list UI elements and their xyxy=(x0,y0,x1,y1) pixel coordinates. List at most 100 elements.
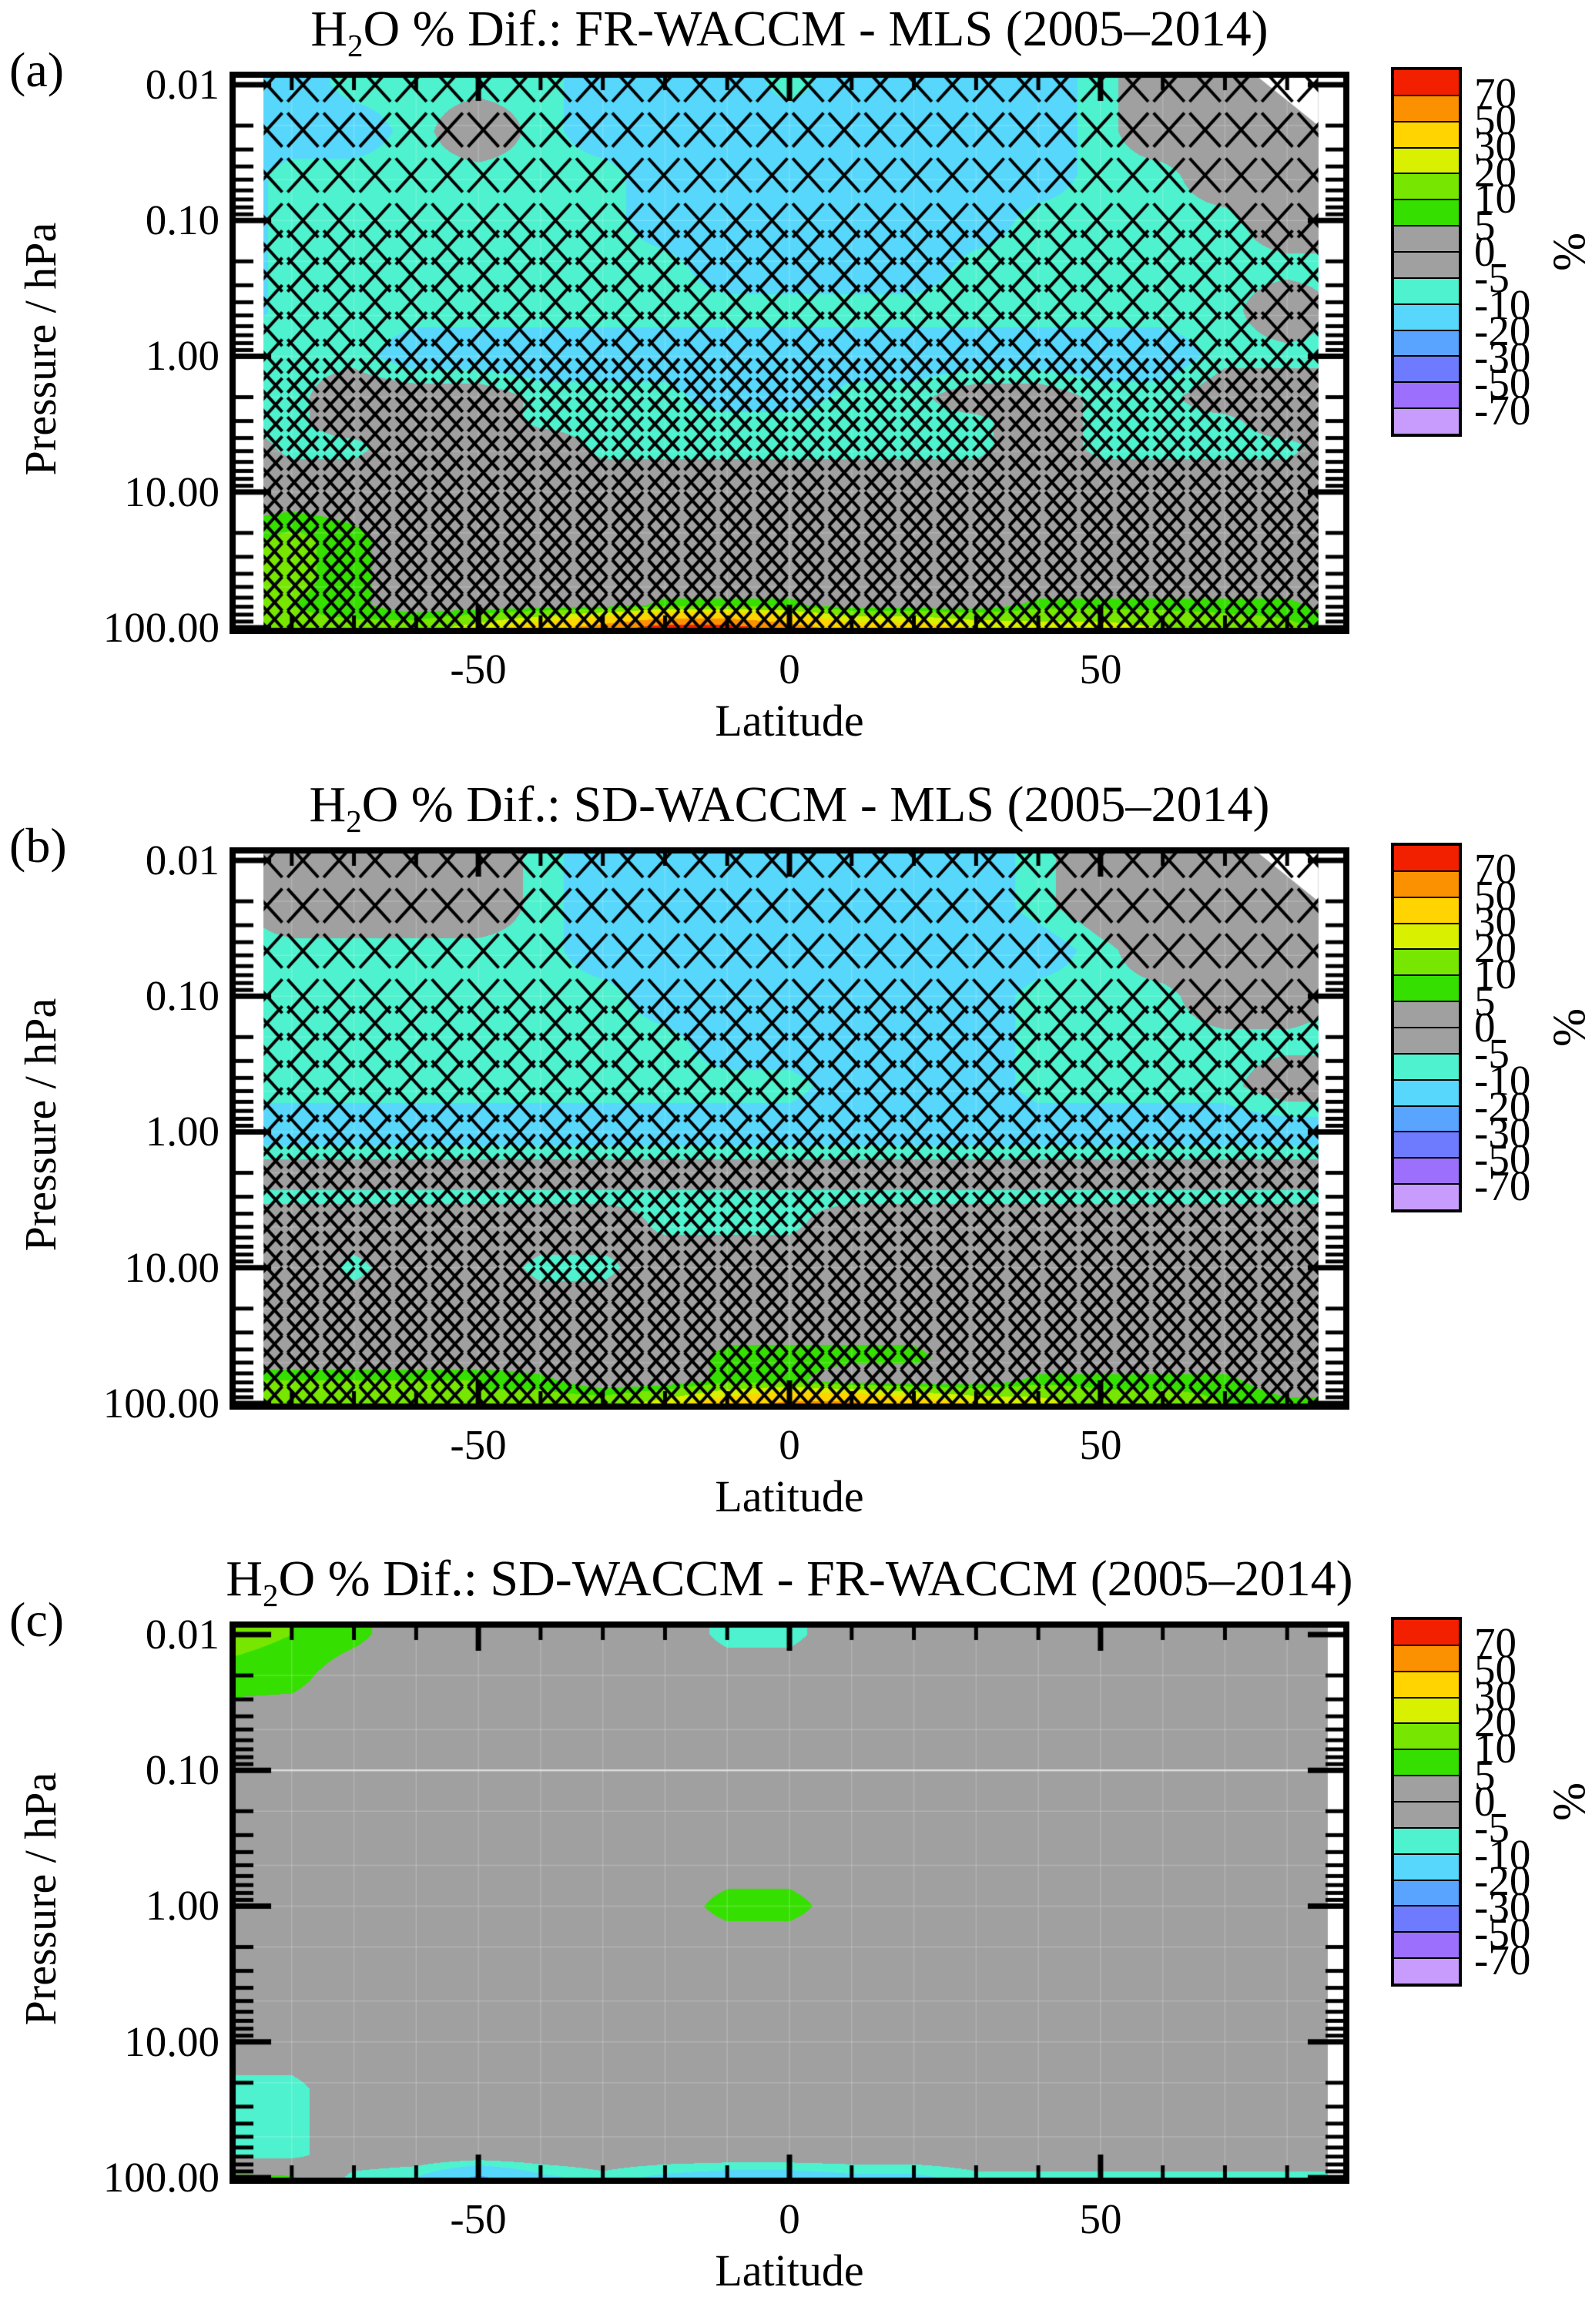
colorbar-swatch xyxy=(1394,1749,1459,1776)
title-h: H xyxy=(226,1551,263,1607)
colorbar-tick-label: 10 xyxy=(1474,1725,1517,1772)
panel-b-letter: (b) xyxy=(9,818,67,873)
title-subscript: 2 xyxy=(347,29,364,64)
colorbar-swatch xyxy=(1394,355,1459,382)
y-tick-label: 100.00 xyxy=(102,604,220,651)
colorbar-swatch xyxy=(1394,329,1459,356)
title-subscript: 2 xyxy=(346,804,362,840)
colorbar-tick-label: 10 xyxy=(1474,951,1517,998)
panel-c: H2O % Dif.: SD-WACCM - FR-WACCM (2005–20… xyxy=(0,1550,1592,2324)
y-axis-label: Pressure / hPa xyxy=(15,222,65,476)
y-tick-label: 10.00 xyxy=(124,1244,220,1291)
colorbar xyxy=(1391,1617,1462,1987)
colorbar-tick-label: 30 xyxy=(1474,1672,1517,1719)
colorbar-tick-label: 10 xyxy=(1474,175,1517,223)
colorbar-tick-label: -20 xyxy=(1474,1856,1531,1904)
colorbar-swatch xyxy=(1394,1957,1459,1984)
colorbar-swatch xyxy=(1394,70,1459,95)
colorbar-tick-label: 70 xyxy=(1474,845,1517,893)
x-tick-label: 0 xyxy=(779,646,800,693)
colorbar-tick-label: -20 xyxy=(1474,307,1531,354)
colorbar-swatch xyxy=(1394,1105,1459,1132)
x-tick-label: 0 xyxy=(779,2195,800,2242)
contour-plot-canvas-a xyxy=(230,72,1349,634)
colorbar-tick-label: 5 xyxy=(1474,201,1496,249)
title-rest: O % Dif.: FR-WACCM - MLS (2005–2014) xyxy=(363,1,1269,57)
colorbar-tick-label: 0 xyxy=(1474,1778,1496,1825)
colorbar-swatch xyxy=(1394,277,1459,303)
contour-plot-canvas-b xyxy=(230,847,1349,1410)
x-tick-label: -50 xyxy=(450,646,507,693)
colorbar-swatch xyxy=(1394,1131,1459,1158)
colorbar-swatch xyxy=(1394,1853,1459,1880)
x-tick-label: 50 xyxy=(1079,2195,1122,2242)
colorbar-tick-label: 30 xyxy=(1474,122,1517,169)
panel-c-letter: (c) xyxy=(9,1592,65,1647)
colorbar-swatch xyxy=(1394,251,1459,277)
y-tick-label: 0.10 xyxy=(145,972,220,1019)
panel-c-title: H2O % Dif.: SD-WACCM - FR-WACCM (2005–20… xyxy=(152,1547,1426,1628)
x-tick-label: 50 xyxy=(1079,646,1122,693)
x-axis-label: Latitude xyxy=(715,2245,864,2295)
y-tick-label: 1.00 xyxy=(145,1882,220,1929)
panel-b: H2O % Dif.: SD-WACCM - MLS (2005–2014) (… xyxy=(0,776,1592,1550)
colorbar-swatch xyxy=(1394,974,1459,1001)
colorbar-swatch xyxy=(1394,146,1459,173)
colorbar-swatch xyxy=(1394,846,1459,870)
colorbar-swatch xyxy=(1394,303,1459,330)
colorbar-tick-label: -50 xyxy=(1474,1135,1531,1183)
colorbar-swatch xyxy=(1394,173,1459,200)
y-tick-label: 0.01 xyxy=(145,61,220,108)
colorbar-swatch xyxy=(1394,1905,1459,1932)
colorbar-swatch xyxy=(1394,1157,1459,1184)
y-tick-label: 0.10 xyxy=(145,196,220,243)
title-h: H xyxy=(310,1,348,57)
colorbar-tick-label: 70 xyxy=(1474,69,1517,117)
colorbar-tick-label: -50 xyxy=(1474,360,1531,407)
colorbar-tick-label: -10 xyxy=(1474,1830,1531,1878)
colorbar-swatch xyxy=(1394,1078,1459,1105)
colorbar-tick-label: -30 xyxy=(1474,334,1531,381)
y-tick-label: 10.00 xyxy=(124,2018,220,2065)
y-tick-label: 10.00 xyxy=(124,468,220,515)
colorbar-tick-label: -70 xyxy=(1474,1162,1531,1209)
colorbar-swatch xyxy=(1394,922,1459,949)
colorbar-swatch xyxy=(1394,1801,1459,1827)
y-tick-label: 0.10 xyxy=(145,1746,220,1793)
y-tick-label: 0.01 xyxy=(145,837,220,884)
y-axis-label: Pressure / hPa xyxy=(15,1772,65,2026)
x-tick-label: 0 xyxy=(779,1421,800,1468)
colorbar-swatch xyxy=(1394,1620,1459,1645)
colorbar-swatch xyxy=(1394,1775,1459,1802)
colorbar-swatch xyxy=(1394,1670,1459,1697)
colorbar-swatch xyxy=(1394,1879,1459,1906)
contour-plot-canvas-c xyxy=(230,1621,1349,2184)
colorbar-tick-label: -30 xyxy=(1474,1109,1531,1157)
y-tick-label: 0.01 xyxy=(145,1611,220,1658)
x-axis-label: Latitude xyxy=(715,696,864,746)
y-tick-label: 1.00 xyxy=(145,1108,220,1155)
title-rest: O % Dif.: SD-WACCM - FR-WACCM (2005–2014… xyxy=(278,1551,1353,1607)
colorbar-tick-label: -70 xyxy=(1474,386,1531,434)
colorbar-swatch xyxy=(1394,1001,1459,1028)
colorbar-swatch xyxy=(1394,199,1459,226)
colorbar-tick-label: -20 xyxy=(1474,1082,1531,1130)
panel-a-title: H2O % Dif.: FR-WACCM - MLS (2005–2014) xyxy=(152,0,1426,79)
colorbar-swatch xyxy=(1394,1722,1459,1749)
colorbar-tick-label: -10 xyxy=(1474,280,1531,328)
panel-b-title: H2O % Dif.: SD-WACCM - MLS (2005–2014) xyxy=(152,773,1426,854)
colorbar-tick-label: 30 xyxy=(1474,897,1517,945)
colorbar xyxy=(1391,843,1462,1212)
colorbar-swatch xyxy=(1394,94,1459,121)
colorbar-tick-label: -5 xyxy=(1474,1030,1510,1078)
panel-a-letter: (a) xyxy=(9,42,65,97)
title-subscript: 2 xyxy=(263,1578,279,1614)
x-tick-label: -50 xyxy=(450,2195,507,2242)
x-axis-label: Latitude xyxy=(715,1471,864,1521)
colorbar-swatch xyxy=(1394,1183,1459,1210)
colorbar-tick-label: -10 xyxy=(1474,1056,1531,1104)
colorbar-tick-label: -70 xyxy=(1474,1936,1531,1984)
title-rest: O % Dif.: SD-WACCM - MLS (2005–2014) xyxy=(361,776,1270,833)
colorbar-swatch xyxy=(1394,948,1459,975)
